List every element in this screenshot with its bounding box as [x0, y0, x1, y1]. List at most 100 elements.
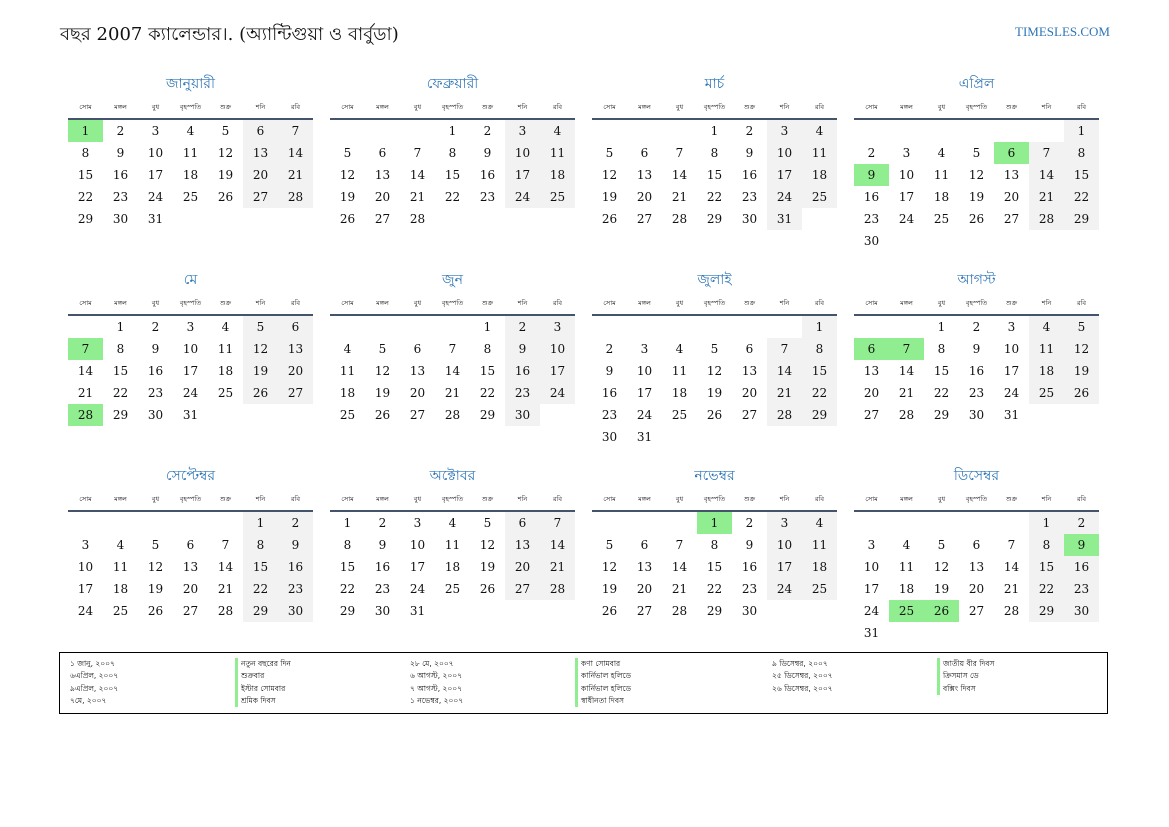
month-title: এপ্রিল	[958, 76, 995, 92]
day-cell: 30	[278, 600, 313, 622]
legend-date: ২৮ মে, ২০০৭	[410, 659, 454, 668]
weekday-label: বৃহস্পতি	[179, 299, 202, 307]
weekday-label: শনি	[1041, 299, 1052, 307]
day-cell: 21	[671, 582, 688, 596]
day-cell: 31	[409, 604, 426, 618]
day-cell: 14	[1029, 164, 1064, 186]
weekday-label: বুধ	[151, 299, 160, 307]
legend-date: ৭মে, ২০০৭	[70, 695, 107, 705]
day-cell: 2	[605, 342, 614, 356]
site-link[interactable]: TIMESLES.COM	[1015, 24, 1110, 39]
weekday-label: শনি	[255, 103, 266, 111]
empty-cell	[592, 316, 627, 338]
day-cell: 4	[186, 124, 195, 138]
day-cell: 25	[1029, 382, 1064, 404]
day-cell: 20	[278, 360, 313, 382]
day-cell: 11	[802, 142, 837, 164]
weekday-label: শনি	[779, 299, 790, 307]
day-cell: 26	[374, 408, 391, 422]
month-title: ডিসেম্বর	[953, 468, 1000, 484]
day-cell: 14	[1003, 560, 1020, 574]
weekday-label: বুধ	[937, 495, 946, 503]
day-cell: 11	[933, 168, 950, 182]
day-cell: 14	[898, 364, 915, 378]
day-cell: 7	[278, 120, 313, 142]
holiday-day-cell: 25	[889, 600, 924, 622]
weekday-label: শুক্র	[481, 495, 494, 503]
month-title: অক্টোবর	[429, 468, 476, 484]
day-cell: 7	[1007, 538, 1016, 552]
day-cell: 2	[867, 146, 876, 160]
month-title: নভেম্বর	[694, 468, 735, 484]
day-cell: 10	[898, 168, 915, 182]
days-grid: 1 2 3 4 5 6 7 8 9 10 11 12 13 14 15 16 17 18 19 20 21 22 23 24 2…	[68, 316, 313, 426]
weekday-header: সোম মঙ্গল বুধ বৃহস্পতি শুক্র শনি রবি	[330, 292, 575, 316]
empty-cell	[592, 512, 627, 534]
days-grid: 1 2 3 4 5 6 7 8 9 10 11 12 13 14 15 16 17 18 19 20 21 22 23 24 2…	[68, 120, 313, 230]
day-cell: 16	[112, 168, 129, 182]
day-cell: 30	[147, 408, 164, 422]
day-cell: 9	[605, 364, 614, 378]
day-cell: 3	[767, 512, 802, 534]
day-cell: 30	[505, 404, 540, 426]
day-cell: 27	[636, 212, 653, 226]
month-title: জানুয়ারী	[166, 76, 215, 92]
weekday-label: মঙ্গল	[376, 299, 389, 307]
weekday-header: সোম মঙ্গল বুধ বৃহস্পতি শুক্র শনি রবি	[330, 96, 575, 120]
empty-cell	[68, 512, 103, 534]
day-cell: 12	[601, 560, 618, 574]
legend-holiday-name: স্বাধীনতা দিবস	[575, 694, 631, 708]
day-cell: 22	[112, 386, 129, 400]
legend-date: ৯এপ্রিল, ২০০৭	[70, 683, 119, 693]
weekday-label: বুধ	[675, 299, 684, 307]
day-cell: 23	[147, 386, 164, 400]
day-cell: 22	[1064, 186, 1099, 208]
day-cell: 23	[741, 190, 758, 204]
day-cell: 4	[221, 320, 230, 334]
day-cell: 26	[339, 212, 356, 226]
day-cell: 3	[505, 120, 540, 142]
day-cell: 13	[636, 560, 653, 574]
day-cell: 10	[636, 364, 653, 378]
day-cell: 11	[540, 142, 575, 164]
empty-cell	[767, 316, 802, 338]
day-cell: 21	[278, 164, 313, 186]
day-cell: 3	[867, 538, 876, 552]
day-cell: 8	[483, 342, 492, 356]
legend-name-column: নতুন বছরের দিন শুক্রবার ইস্টার সোমবার শ্রমি…	[235, 658, 291, 708]
day-cell: 23	[741, 582, 758, 596]
day-cell: 18	[898, 582, 915, 596]
day-cell: 20	[409, 386, 426, 400]
day-cell: 4	[448, 516, 457, 530]
weekday-label: বুধ	[937, 299, 946, 307]
empty-cell	[889, 316, 924, 338]
day-cell: 17	[182, 364, 199, 378]
day-cell: 25	[444, 582, 461, 596]
day-cell: 8	[710, 146, 719, 160]
empty-cell	[889, 120, 924, 142]
day-cell: 10	[767, 142, 802, 164]
month-block: অক্টোবর সোম মঙ্গল বুধ বৃহস্পতি শুক্র শনি রবি 1 2 3…	[330, 464, 575, 644]
day-cell: 26	[479, 582, 496, 596]
empty-cell	[138, 512, 173, 534]
day-cell: 12	[933, 560, 950, 574]
day-cell: 12	[968, 168, 985, 182]
day-cell: 10	[147, 146, 164, 160]
day-cell: 6	[278, 316, 313, 338]
weekday-label: সোম	[79, 103, 92, 111]
day-cell: 15	[479, 364, 496, 378]
day-cell: 30	[374, 604, 391, 618]
day-cell: 13	[243, 142, 278, 164]
day-cell: 14	[409, 168, 426, 182]
holiday-day-cell: 9	[1064, 534, 1099, 556]
day-cell: 27	[182, 604, 199, 618]
month-title: সেপ্টেম্বর	[165, 468, 216, 484]
empty-cell	[959, 120, 994, 142]
weekday-label: শুক্র	[481, 103, 494, 111]
holiday-day-cell: 6	[994, 142, 1029, 164]
page-title: বছর 2007 ক্যালেন্ডার।. (অ্যান্টিগুয়া ও …	[60, 24, 399, 45]
day-cell: 6	[243, 120, 278, 142]
day-cell: 4	[937, 146, 946, 160]
legend-date: ৬এপ্রিল, ২০০৭	[70, 671, 119, 681]
weekday-header: সোম মঙ্গল বুধ বৃহস্পতি শুক্র শনি রবি	[854, 96, 1099, 120]
